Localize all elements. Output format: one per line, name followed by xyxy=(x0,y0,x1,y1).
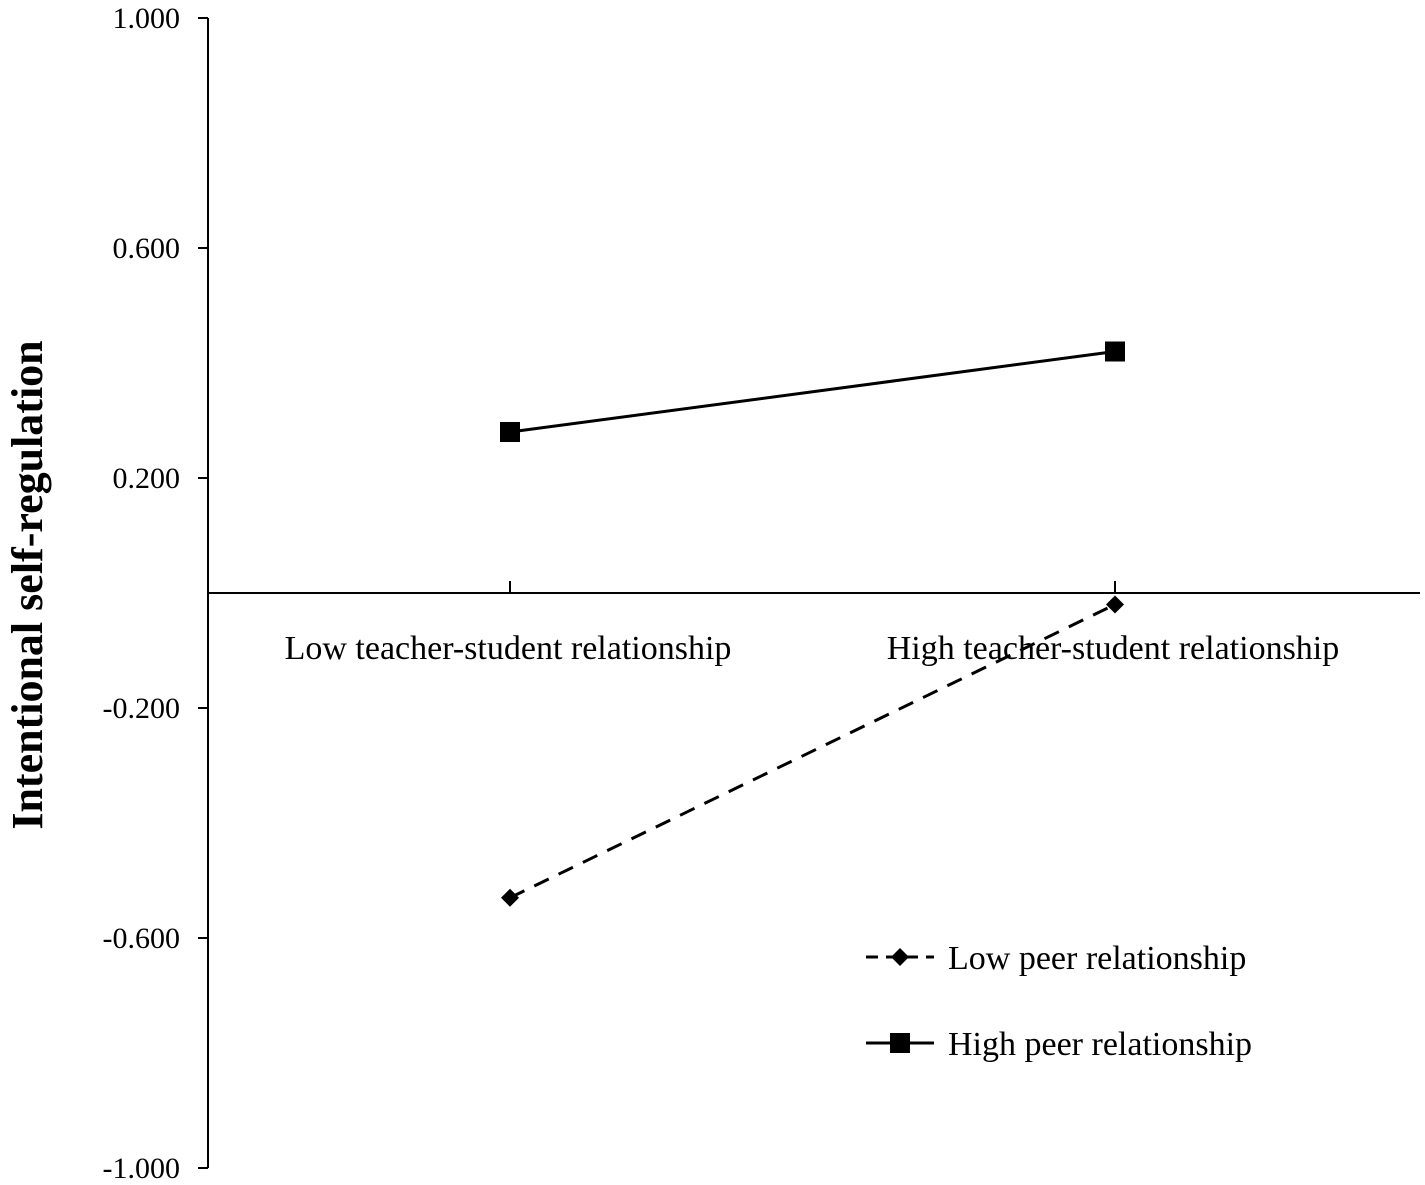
legend-label-high-peer-relationship: High peer relationship xyxy=(948,1026,1252,1063)
high-peer-relationship-point xyxy=(1105,341,1125,362)
x-tick-label: High teacher-student relationship xyxy=(887,630,1340,667)
legend: Low peer relationship High peer relations… xyxy=(866,940,1252,1063)
high-peer-relationship-point xyxy=(500,422,520,442)
y-tick-label: 1.000 xyxy=(113,2,181,35)
series-group xyxy=(500,341,1125,907)
low-peer-relationship-line xyxy=(509,603,1116,900)
low-peer-relationship-point xyxy=(501,888,519,907)
high-peer-relationship-line xyxy=(509,350,1116,434)
y-tick-label: -1.000 xyxy=(103,1152,181,1185)
legend-label-low-peer-relationship: Low peer relationship xyxy=(948,940,1246,977)
y-tick-label: 0.600 xyxy=(113,232,181,265)
x-categories: Low teacher-student relationship High tea… xyxy=(285,581,1340,667)
axes xyxy=(207,18,1420,1168)
y-ticks: 1.000 0.600 0.200 -0.200 -0.600 -1.000 xyxy=(103,2,208,1185)
y-tick-label: 0.200 xyxy=(113,462,181,495)
x-tick-label: Low teacher-student relationship xyxy=(285,630,732,667)
low-peer-relationship-point xyxy=(1106,595,1124,614)
y-axis-label: Intentional self-regulation xyxy=(3,340,52,829)
y-tick-label: -0.600 xyxy=(103,922,181,955)
y-tick-label: -0.200 xyxy=(103,692,181,725)
legend-swatch-marker xyxy=(891,948,909,966)
legend-swatch-marker xyxy=(890,1033,910,1053)
